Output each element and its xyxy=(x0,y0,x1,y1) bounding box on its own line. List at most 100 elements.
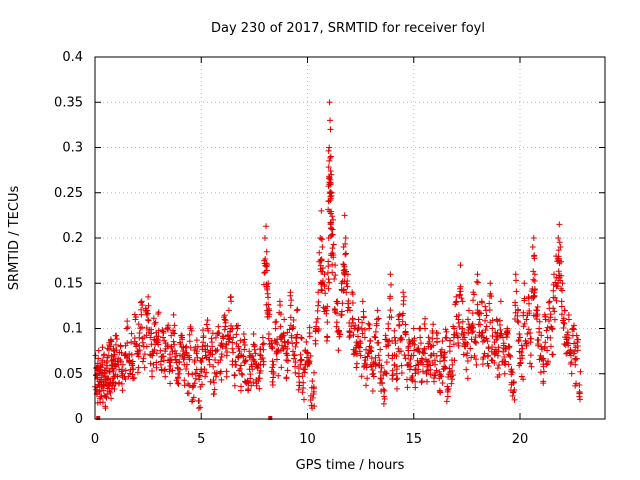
data-point xyxy=(371,333,378,340)
data-point xyxy=(565,311,572,318)
data-point xyxy=(449,361,456,368)
data-point xyxy=(255,378,262,385)
data-point xyxy=(265,330,272,337)
data-point xyxy=(144,307,151,314)
data-point xyxy=(347,307,353,314)
data-point xyxy=(138,324,145,331)
data-point xyxy=(162,373,169,380)
data-point xyxy=(149,373,156,380)
data-point xyxy=(460,332,467,339)
data-point xyxy=(117,357,124,364)
data-point xyxy=(275,372,282,379)
data-point xyxy=(135,351,142,358)
data-point xyxy=(306,333,313,340)
data-point xyxy=(318,207,325,214)
data-point xyxy=(418,378,425,385)
data-point xyxy=(365,320,372,327)
data-point xyxy=(366,321,373,328)
data-point xyxy=(470,324,477,331)
data-point xyxy=(168,344,175,351)
data-point xyxy=(491,351,498,358)
data-point xyxy=(259,341,266,348)
data-point xyxy=(559,287,566,294)
data-point xyxy=(425,357,432,364)
data-point xyxy=(513,288,520,295)
data-point xyxy=(212,373,219,380)
data-point xyxy=(414,357,421,364)
data-point xyxy=(424,361,431,368)
data-point xyxy=(318,286,325,293)
data-point xyxy=(297,351,304,358)
data-point xyxy=(327,168,334,175)
data-point xyxy=(385,342,392,349)
data-point xyxy=(411,347,418,354)
data-point xyxy=(145,317,152,324)
data-point xyxy=(484,353,491,360)
data-point xyxy=(436,368,443,375)
data-point xyxy=(250,331,257,338)
data-point xyxy=(212,357,219,364)
data-point xyxy=(340,286,347,293)
data-point xyxy=(503,331,510,338)
data-point xyxy=(441,349,448,356)
data-point xyxy=(561,307,568,314)
data-point xyxy=(168,332,175,339)
data-point xyxy=(540,368,547,375)
data-point xyxy=(519,345,526,352)
data-point xyxy=(337,331,344,338)
data-point xyxy=(261,257,268,264)
data-point xyxy=(233,331,240,338)
data-point xyxy=(246,354,253,361)
data-point xyxy=(465,330,472,337)
data-point xyxy=(496,361,503,368)
data-point xyxy=(248,361,255,368)
data-point xyxy=(147,360,154,367)
data-point xyxy=(457,262,464,269)
data-point xyxy=(475,321,482,328)
data-point xyxy=(527,330,534,337)
data-point xyxy=(473,339,480,346)
data-point xyxy=(325,276,332,283)
data-point xyxy=(546,298,553,305)
data-point xyxy=(284,339,291,346)
data-point xyxy=(467,345,474,352)
data-point xyxy=(389,367,396,374)
x-axis-label: GPS time / hours xyxy=(296,458,405,473)
data-point xyxy=(188,398,195,405)
data-point xyxy=(197,383,204,390)
data-point xyxy=(224,348,231,355)
data-point xyxy=(560,324,567,331)
data-point xyxy=(353,364,360,371)
data-point xyxy=(327,153,334,160)
data-point xyxy=(259,334,266,341)
data-point xyxy=(460,351,467,358)
data-point xyxy=(471,291,478,298)
data-point xyxy=(286,326,293,333)
data-point xyxy=(547,343,554,350)
data-point xyxy=(176,359,183,366)
data-point xyxy=(355,343,362,350)
data-point xyxy=(455,334,462,341)
data-point xyxy=(145,293,152,300)
data-point xyxy=(96,388,103,395)
data-point xyxy=(425,334,432,341)
data-point xyxy=(545,299,552,306)
data-point xyxy=(197,404,204,411)
data-point xyxy=(561,320,568,327)
data-point xyxy=(538,332,545,339)
data-point xyxy=(251,358,258,365)
data-point xyxy=(343,250,350,257)
data-point xyxy=(483,335,490,342)
data-point xyxy=(321,271,328,278)
data-point xyxy=(136,334,143,341)
data-point xyxy=(525,326,532,333)
data-point xyxy=(400,310,407,317)
data-point xyxy=(409,372,416,379)
data-point xyxy=(191,359,198,366)
data-point xyxy=(236,348,243,355)
data-point xyxy=(237,387,244,394)
data-point xyxy=(385,320,392,327)
data-point xyxy=(464,350,471,357)
data-point xyxy=(358,325,365,332)
